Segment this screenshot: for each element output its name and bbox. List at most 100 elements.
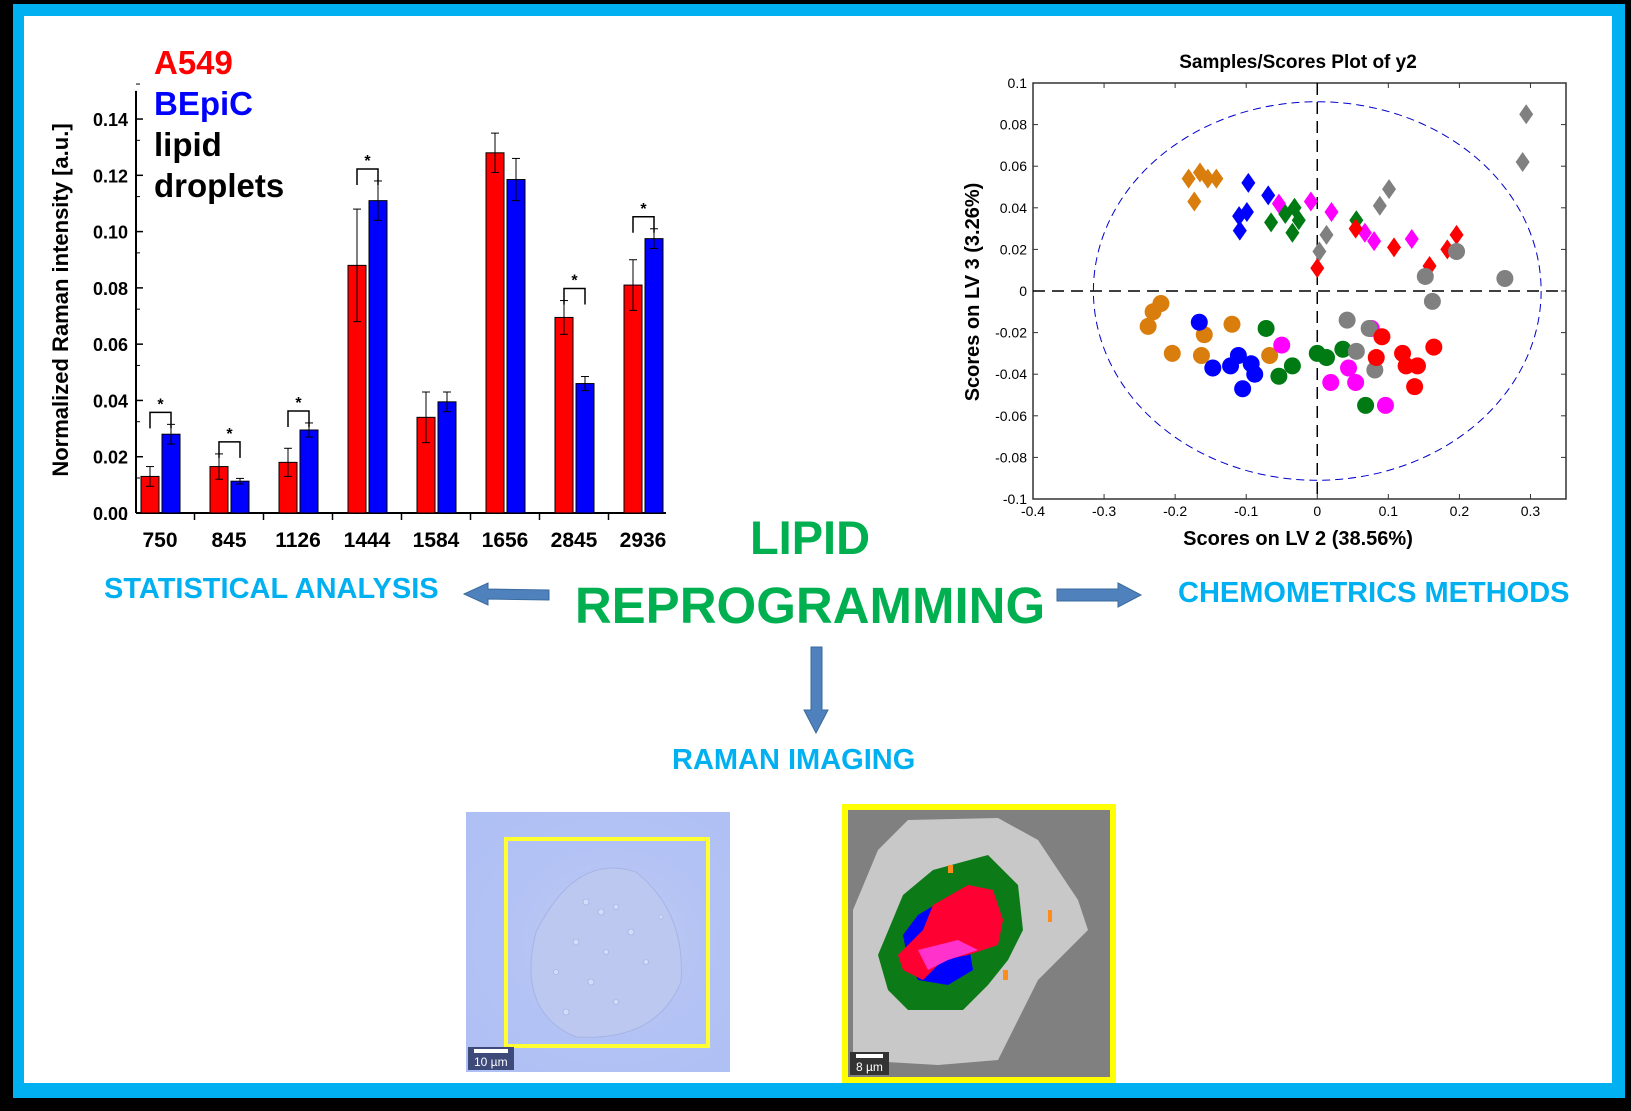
score-point-circle xyxy=(1222,357,1240,375)
score-point-circle xyxy=(1144,303,1162,321)
score-point-circle xyxy=(1416,267,1434,285)
score-point-diamond xyxy=(1515,152,1530,173)
scores-plot: Samples/Scores Plot of y2 -0.4 -0.3 -0.2 -0… xyxy=(962,52,1567,550)
significance-bracket xyxy=(218,441,241,458)
scores-x-tick-label: -0.3 xyxy=(1092,503,1116,519)
score-point-circle xyxy=(1340,359,1358,377)
confidence-ellipse xyxy=(1092,101,1542,481)
score-point-diamond xyxy=(1285,222,1300,243)
raman-map-image: 8 µm xyxy=(842,804,1116,1083)
scores-y-tick-label: -0.06 xyxy=(995,408,1027,424)
score-point-circle xyxy=(1318,349,1336,367)
score-point-circle xyxy=(1334,340,1352,358)
scale-bar-10um: 10 µm xyxy=(468,1047,514,1070)
bar-y-tick-label: 0.08 xyxy=(93,279,128,299)
score-point-diamond xyxy=(1310,258,1325,279)
score-point-diamond xyxy=(1372,195,1387,216)
bar-y-tick-label: 0.00 xyxy=(93,504,128,524)
score-point-diamond xyxy=(1264,212,1279,233)
score-point-circle xyxy=(1163,344,1181,362)
score-point-diamond xyxy=(1209,168,1224,189)
significance-star: * xyxy=(226,426,233,443)
scores-y-tick-label: -0.04 xyxy=(995,366,1027,382)
score-point-circle xyxy=(1223,315,1241,333)
score-point-circle xyxy=(1406,378,1424,396)
score-point-diamond xyxy=(1181,168,1196,189)
significance-bracket xyxy=(356,168,379,185)
arrow-left-icon xyxy=(462,582,550,606)
score-point-diamond xyxy=(1291,210,1306,231)
score-point-diamond xyxy=(1261,185,1276,206)
scores-x-tick-label: 0 xyxy=(1313,503,1321,519)
significance-star: * xyxy=(571,273,578,290)
bar-y-tick-label: 0.12 xyxy=(93,166,128,186)
bar-y-tick-label: 0.04 xyxy=(93,391,128,411)
scores-y-tick-label: -0.1 xyxy=(1003,491,1027,507)
region-of-interest-box xyxy=(504,837,710,1048)
score-point-diamond xyxy=(1519,104,1534,125)
score-point-circle xyxy=(1257,319,1275,337)
bar-x-tick-label: 1126 xyxy=(275,529,321,552)
score-point-circle xyxy=(1139,317,1157,335)
scores-y-tick-label: -0.02 xyxy=(995,325,1027,341)
bar-x-tick-label: 2936 xyxy=(620,529,667,552)
scores-y-tick-label: 0.1 xyxy=(1008,75,1028,91)
score-point-diamond xyxy=(1324,201,1339,222)
significance-bracket xyxy=(149,411,172,429)
legend-lipid: lipid xyxy=(154,126,222,163)
scores-plot-title: Samples/Scores Plot of y2 xyxy=(1179,52,1417,73)
score-point-circle xyxy=(1190,313,1208,331)
score-point-circle xyxy=(1261,346,1279,364)
bar-x-tick-label: 750 xyxy=(142,529,177,552)
score-point-diamond xyxy=(1404,229,1419,249)
scores-x-tick-label: -0.1 xyxy=(1234,503,1258,519)
score-point-diamond xyxy=(1348,218,1363,239)
arrows xyxy=(462,582,1143,735)
raman-cluster-map xyxy=(853,818,1088,1065)
scores-y-tick-label: 0.02 xyxy=(1000,241,1027,257)
bar-y-tick-label: 0.10 xyxy=(93,223,128,243)
scores-plot-xlabel: Scores on LV 2 (38.56%) xyxy=(1183,528,1413,550)
scores-x-tick-label: 0.3 xyxy=(1521,503,1541,519)
score-point-circle xyxy=(1366,361,1384,379)
scores-plot-ylabel: Scores on LV 3 (3.26%) xyxy=(962,183,984,402)
score-point-circle xyxy=(1496,270,1514,288)
headline-reprogramming: REPROGRAMMING xyxy=(574,577,1046,634)
legend-droplets: droplets xyxy=(154,167,285,204)
significance-star: * xyxy=(640,201,647,218)
significance-star: * xyxy=(157,396,164,413)
score-point-circle xyxy=(1234,380,1252,398)
score-point-circle xyxy=(1373,328,1391,346)
scores-y-tick-label: 0.04 xyxy=(1000,200,1027,216)
scale-bar-8um: 8 µm xyxy=(850,1052,889,1075)
scale-bar-label: 10 µm xyxy=(474,1055,508,1069)
score-point-diamond xyxy=(1382,179,1397,200)
bar-x-tick-label: 1444 xyxy=(344,529,391,552)
score-point-circle xyxy=(1425,338,1443,356)
bar-x-tick-label: 2845 xyxy=(551,529,598,552)
score-point-circle xyxy=(1283,357,1301,375)
score-point-circle xyxy=(1204,359,1222,377)
score-point-circle xyxy=(1322,374,1340,392)
headline-lipid: LIPID xyxy=(749,511,871,564)
scores-y-tick-label: 0.08 xyxy=(1000,117,1027,133)
score-point-diamond xyxy=(1187,191,1202,212)
score-point-circle xyxy=(1347,374,1365,392)
score-point-circle xyxy=(1338,311,1356,329)
legend-a549: A549 xyxy=(154,44,233,81)
bar-x-tick-label: 1584 xyxy=(413,529,460,552)
score-point-diamond xyxy=(1241,172,1256,193)
score-point-circle xyxy=(1408,357,1426,375)
label-statistical-analysis: STATISTICAL ANALYSIS xyxy=(104,573,439,605)
significance-bracket xyxy=(563,287,586,305)
score-point-diamond xyxy=(1367,231,1382,252)
label-raman-imaging: RAMAN IMAGING xyxy=(672,744,916,776)
label-chemometrics-methods: CHEMOMETRICS METHODS xyxy=(1178,577,1570,609)
scores-x-tick-label: -0.2 xyxy=(1163,503,1187,519)
scores-x-tick-label: 0.2 xyxy=(1450,503,1470,519)
bar-x-tick-label: 1656 xyxy=(482,529,529,552)
scores-y-tick-label: -0.08 xyxy=(995,449,1027,465)
scores-y-tick-label: 0.06 xyxy=(1000,158,1027,174)
bar-y-tick-label: 0.02 xyxy=(93,448,128,468)
scale-bar-label: 8 µm xyxy=(856,1060,883,1074)
